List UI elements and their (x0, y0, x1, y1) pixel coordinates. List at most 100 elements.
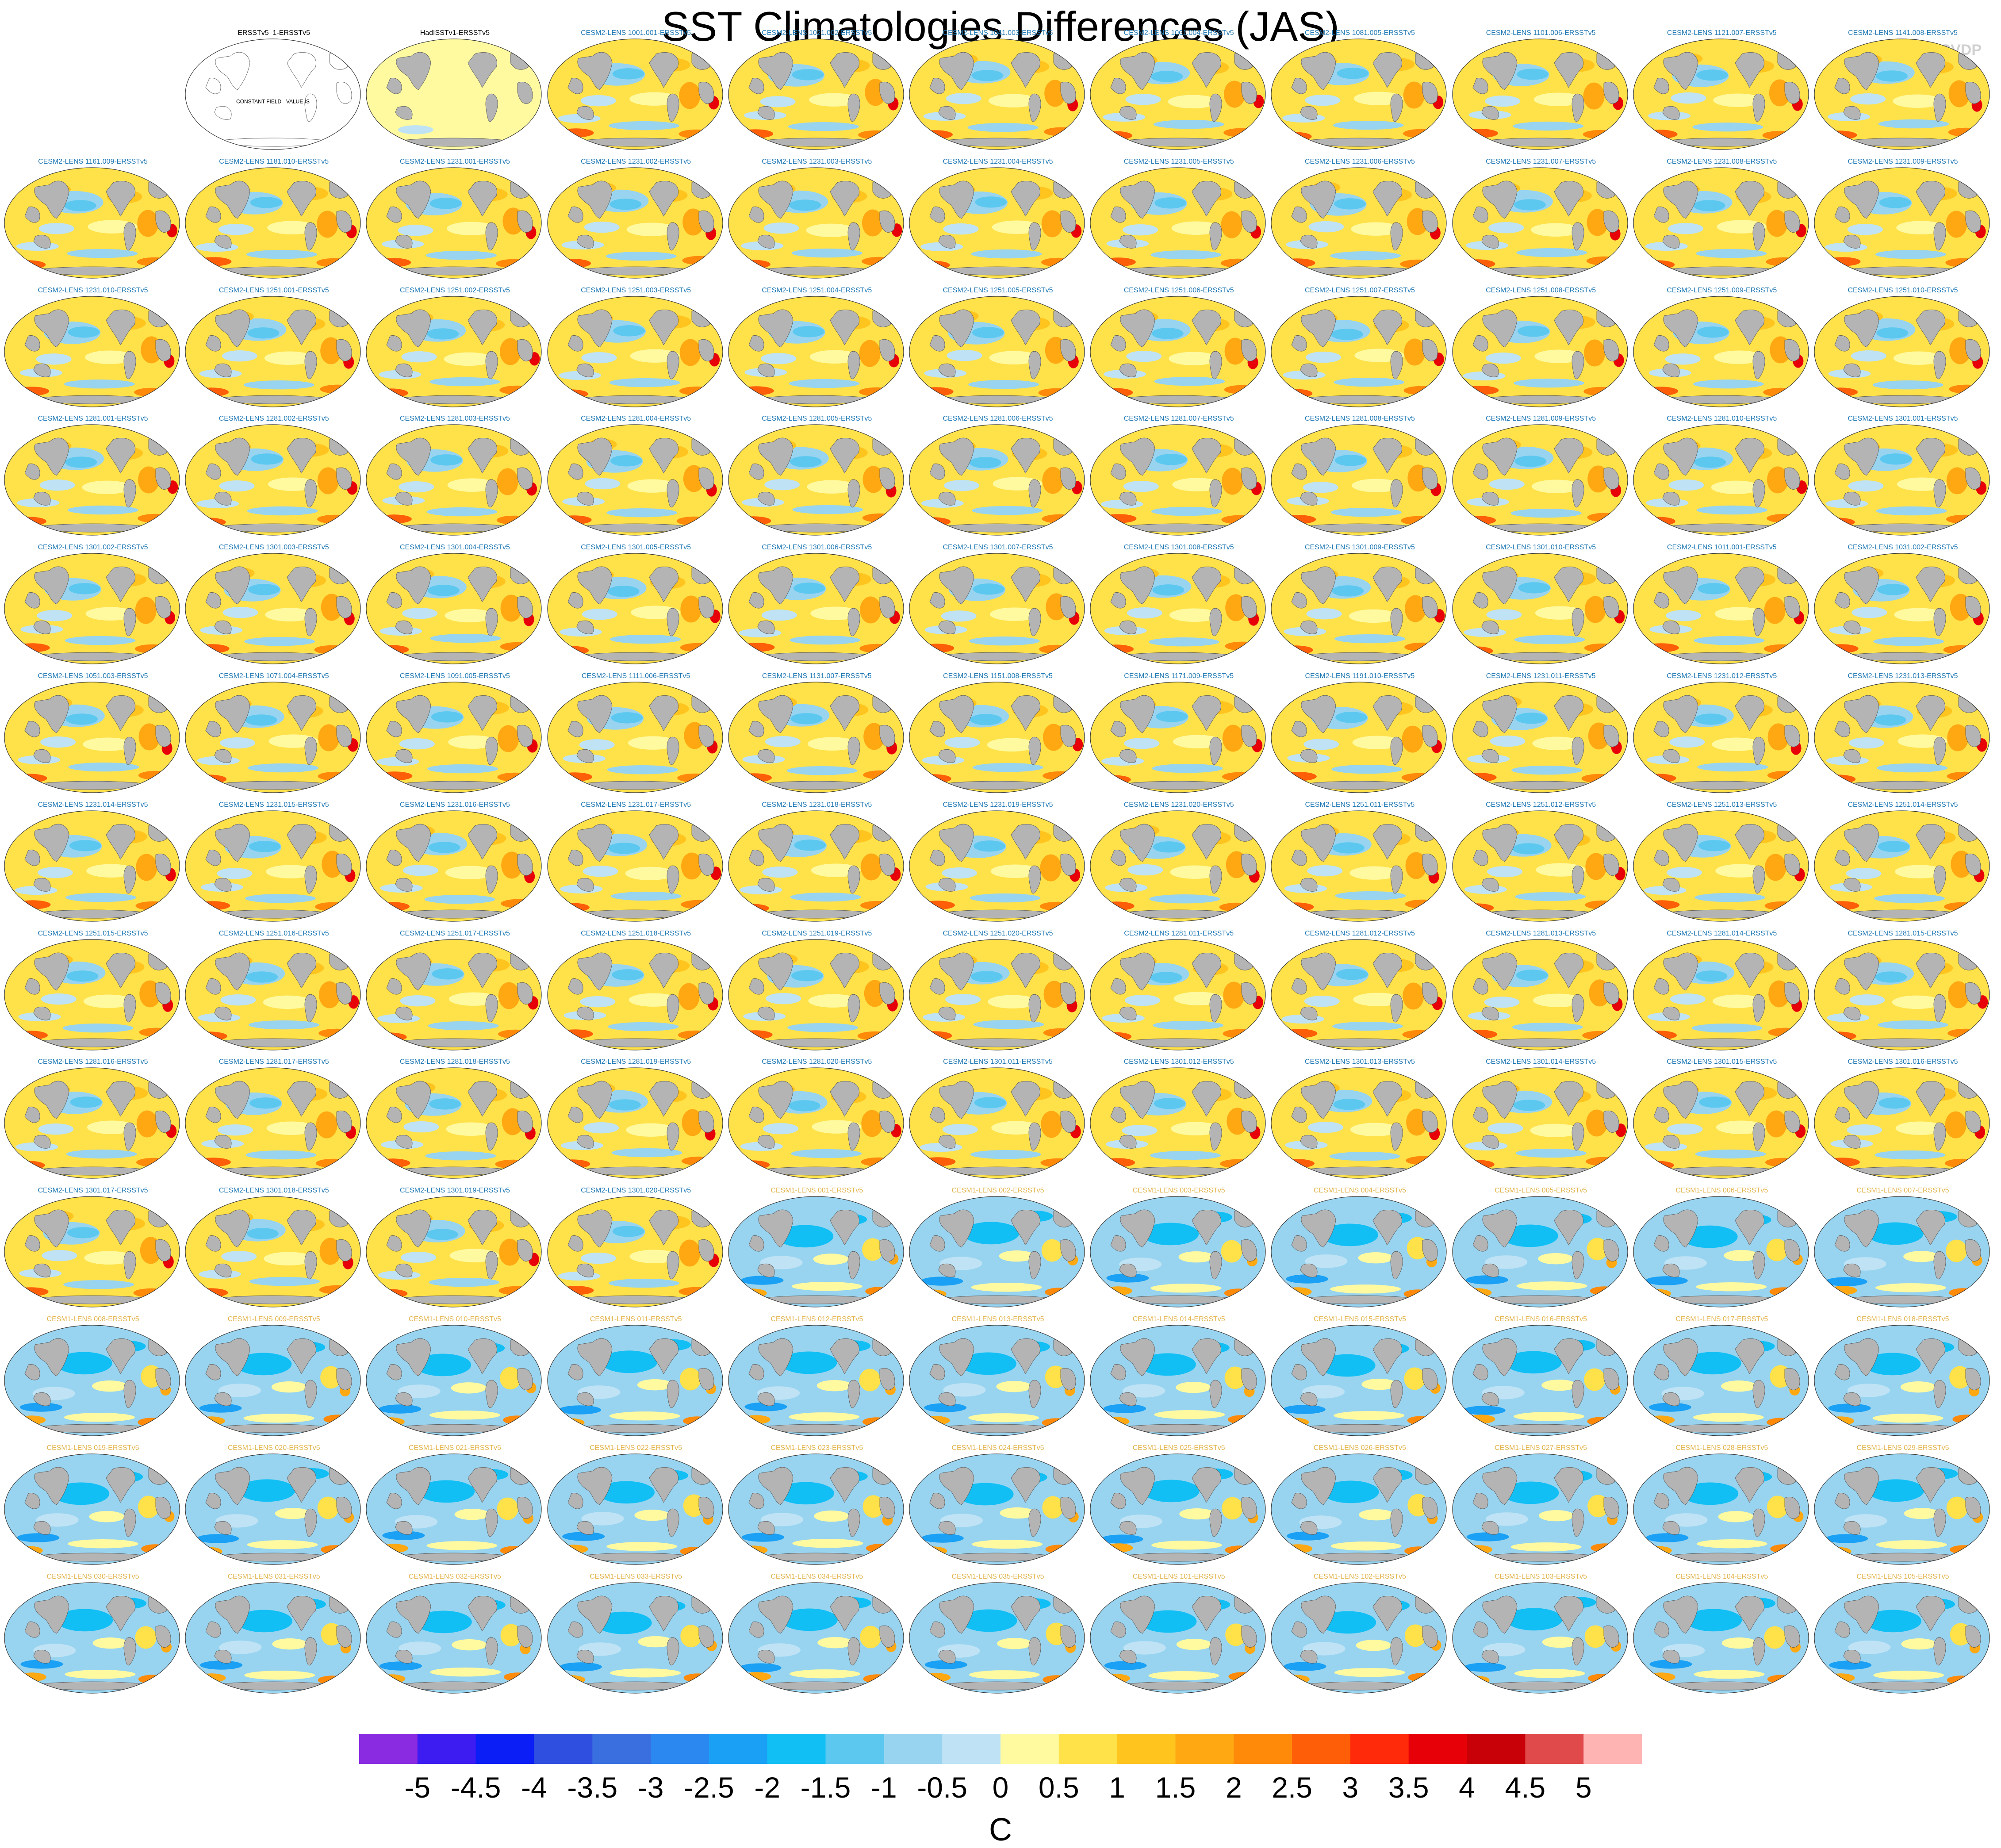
land-mass (33, 749, 51, 763)
land-mass (1011, 1081, 1040, 1117)
anomaly-region (1104, 1286, 1132, 1296)
anomaly-region (39, 222, 74, 234)
land-mass (830, 1338, 859, 1374)
anomaly-region (555, 258, 591, 268)
map-svg (909, 1196, 1085, 1307)
land-mass (1472, 1364, 1488, 1380)
anomaly-region (401, 351, 437, 362)
anomaly-region (1510, 1542, 1582, 1552)
anomaly-region (85, 607, 135, 621)
map-panel: CESM2-LENS 1011.001-ERSSTv5 (1632, 544, 1812, 667)
land-mass (567, 592, 583, 609)
anomaly-region (1764, 854, 1786, 881)
land-mass (106, 1210, 135, 1246)
land-mass (106, 1081, 135, 1117)
anomaly-region (1874, 1150, 1946, 1160)
anomaly-region (1000, 1507, 1035, 1519)
map-svg (547, 1453, 723, 1565)
land-mass (1916, 438, 1945, 474)
map-svg (909, 167, 1085, 279)
map-outline (185, 167, 361, 279)
anomaly-region (137, 210, 159, 237)
land-mass (1554, 952, 1583, 989)
map-outline (1452, 810, 1628, 922)
anomaly-region (196, 1534, 239, 1543)
land-mass (879, 468, 895, 490)
panel-title: CESM2-LENS 1111.006-ERSSTv5 (581, 672, 690, 680)
land-mass (1784, 1496, 1800, 1519)
anomaly-region (1867, 1222, 1924, 1245)
anomaly-region (790, 456, 822, 468)
anomaly-region (1583, 82, 1605, 110)
land-mass (1933, 479, 1946, 508)
land-mass (215, 52, 250, 90)
map-outline (909, 682, 1085, 793)
map-svg (1452, 38, 1628, 150)
land-mass (576, 1264, 594, 1277)
land-mass (1735, 695, 1764, 731)
map-outline (1633, 682, 1809, 793)
anomaly-region (65, 893, 136, 902)
panel-title: CESM1-LENS 018-ERSSTv5 (1856, 1315, 1949, 1323)
anomaly-region (1949, 1288, 1978, 1297)
anomaly-region (9, 1161, 45, 1170)
anomaly-region (429, 1411, 501, 1420)
land-mass (1834, 592, 1850, 609)
colorbar-bin (592, 1734, 651, 1764)
anomaly-region (1329, 1152, 1400, 1161)
map-outline (728, 1453, 904, 1565)
land-mass (1572, 351, 1584, 379)
land-mass (1241, 210, 1257, 233)
land-mass (1060, 725, 1076, 747)
land-mass (1291, 464, 1307, 480)
land-mass (929, 721, 945, 737)
land-mass (33, 1392, 51, 1406)
map-panel: CESM2-LENS 1231.013-ERSSTv5 (1813, 672, 1993, 795)
anomaly-region (398, 224, 433, 236)
panel-title: CESM2-LENS 1251.011-ERSSTv5 (1305, 801, 1415, 809)
land-mass (155, 596, 171, 618)
land-mass (758, 824, 794, 862)
land-mass (205, 1621, 221, 1638)
land-mass (1784, 1111, 1800, 1133)
map-outline (1452, 167, 1628, 279)
land-mass (667, 736, 679, 765)
anomaly-region (1153, 841, 1185, 853)
map-outline (1090, 1196, 1266, 1307)
land-mass (1735, 824, 1764, 860)
land-mass (1472, 978, 1488, 995)
map-outline (185, 553, 361, 664)
map-outline (909, 295, 1085, 407)
anomaly-region (1819, 518, 1855, 527)
land-mass (1481, 1264, 1499, 1277)
anomaly-region (866, 1543, 894, 1553)
map-outline (185, 1582, 361, 1694)
anomaly-region (65, 456, 97, 468)
anomaly-region (1307, 865, 1343, 877)
anomaly-region (584, 221, 620, 233)
land-mass (106, 824, 135, 860)
land-mass (938, 234, 956, 249)
land-mass (1844, 695, 1879, 733)
anomaly-region (1041, 210, 1063, 238)
map-svg (1271, 810, 1447, 922)
anomaly-region (944, 480, 979, 491)
land-mass (1060, 468, 1076, 490)
land-mass (1120, 309, 1155, 347)
land-mass (287, 1467, 317, 1503)
anomaly-region (1176, 1638, 1212, 1650)
map-svg (547, 553, 723, 664)
map-panel: CESM1-LENS 034-ERSSTv5 (727, 1573, 907, 1696)
anomaly-region (859, 596, 881, 624)
land-mass (1301, 1595, 1336, 1633)
anomaly-region (1714, 607, 1764, 621)
panel-title: CESM2-LENS 1301.008-ERSSTv5 (1123, 544, 1234, 552)
land-mass (1663, 52, 1698, 90)
anomaly-region (919, 644, 954, 653)
land-mass (667, 994, 679, 1022)
map-panel: CESM1-LENS 019-ERSSTv5 (3, 1444, 183, 1567)
land-mass (929, 1492, 945, 1509)
land-mass (577, 180, 612, 219)
anomaly-region (426, 250, 497, 260)
anomaly-region (1875, 70, 1908, 82)
